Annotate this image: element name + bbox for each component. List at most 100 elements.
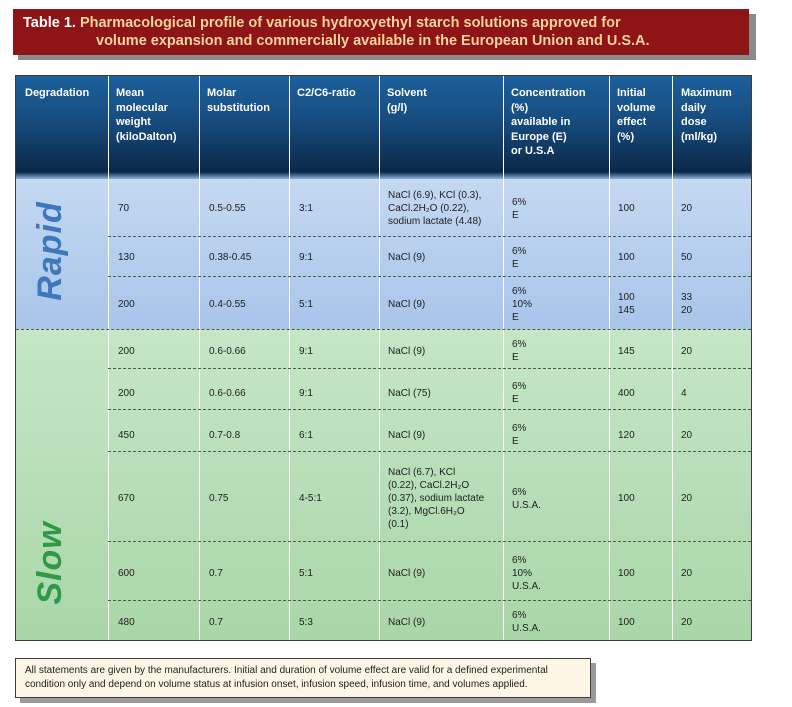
cell-line: 9:1 (299, 252, 313, 263)
table-cell-mw: 130 (118, 251, 196, 264)
cell-line: E (512, 394, 519, 405)
table-cell-conc: 6% E (512, 245, 607, 271)
table-cell-ms: 0.6-0.66 (209, 387, 287, 400)
header-molar-substitution: Molar substitution (207, 86, 270, 115)
cell-line: 400 (618, 387, 635, 399)
table-cell-ratio: 5:1 (299, 567, 377, 580)
table-cell-ratio: 9:1 (299, 251, 377, 264)
table-cell-solvent: NaCl (9) (388, 429, 500, 442)
header-line: Mean (116, 87, 145, 99)
row-separator (108, 409, 751, 410)
header-degradation-text: Degradation (25, 87, 90, 99)
column-divider (609, 76, 610, 640)
table-cell-mw: 200 (118, 298, 196, 311)
cell-line: (0.1) (388, 519, 409, 530)
table-cell-mw: 200 (118, 345, 196, 358)
table-cell-solvent: NaCl (75) (388, 387, 500, 400)
table-cell-ms: 0.5-0.55 (209, 202, 287, 215)
column-divider (672, 76, 673, 640)
table-cell-initial: 145 (618, 345, 670, 358)
table-cell-solvent: NaCl (9) (388, 298, 500, 311)
table-cell-conc: 6% 10% U.S.A. (512, 554, 607, 593)
column-divider (199, 76, 200, 640)
cell-line: 0.5-0.55 (209, 203, 246, 214)
cell-line: 10% (512, 568, 533, 579)
cell-line: 6:1 (299, 429, 313, 441)
table-cell-dose: 20 (681, 429, 749, 442)
cell-line: E (512, 311, 519, 323)
column-divider (503, 76, 504, 640)
table-cell-conc: 6% U.S.A. (512, 486, 607, 512)
table-cell-mw: 450 (118, 429, 196, 442)
header-line: effect (617, 116, 647, 128)
cell-line: 9:1 (299, 345, 313, 357)
table-cell-solvent: NaCl (9) (388, 251, 500, 264)
cell-line: 450 (118, 429, 135, 441)
cell-line: 20 (681, 616, 693, 628)
cell-line: 20 (681, 493, 693, 504)
footnote: All statements are given by the manufact… (15, 658, 591, 698)
header-line: C2/C6-ratio (297, 87, 356, 99)
cell-line: 0.38-0.45 (209, 252, 252, 263)
cell-line: 5:1 (299, 568, 313, 579)
table-cell-initial: 100 (618, 567, 670, 580)
table-title: Table 1. Pharmacological profile of vari… (13, 9, 749, 55)
table-cell-dose: 4 (681, 387, 749, 400)
row-separator (108, 541, 751, 542)
cell-line: sodium lactate (4.48) (388, 216, 482, 227)
header-line: daily (681, 101, 707, 114)
table-number: Table 1. (23, 15, 76, 31)
cell-line: (0.22), CaCl.2H₂O (388, 480, 470, 491)
cell-line: U.S.A. (512, 581, 541, 592)
cell-line: 6% (512, 486, 527, 498)
table-cell-conc: 6% E (512, 380, 607, 406)
row-separator (108, 236, 751, 237)
table-cell-ratio: 9:1 (299, 345, 377, 358)
header-initial-volume-effect: Initial volume effect (%) (617, 86, 656, 144)
cell-line: 0.6-0.66 (209, 387, 246, 399)
cell-line: E (512, 258, 519, 270)
table-cell-initial: 120 (618, 429, 670, 442)
header-line: Europe (E) (511, 130, 567, 143)
group-label-rapid: Rapid (31, 201, 69, 301)
cell-line: NaCl (9) (388, 616, 426, 628)
table-cell-dose: 20 (681, 202, 749, 215)
header-line: (%) (617, 130, 635, 143)
column-divider (289, 76, 290, 640)
table-cell-conc: 6% E (512, 422, 607, 448)
header-line: Solvent (387, 87, 427, 99)
table-cell-initial: 100 (618, 202, 670, 215)
cell-line: 100 (618, 493, 635, 504)
table-cell-solvent: NaCl (9) (388, 345, 500, 358)
cell-line: 20 (681, 568, 693, 579)
header-line: Maximum (681, 87, 732, 99)
cell-line: 0.4-0.55 (209, 298, 246, 310)
cell-line: NaCl (9) (388, 568, 426, 579)
cell-line: 5:1 (299, 298, 313, 310)
data-table: Degradation Mean molecular weight (kiloD… (15, 75, 752, 641)
cell-line: 33 (681, 292, 693, 303)
cell-line: 6% (512, 610, 527, 621)
cell-line: 10% (512, 298, 533, 310)
table-cell-ms: 0.4-0.55 (209, 298, 287, 311)
title-text-1: Pharmacological profile of various hydro… (79, 15, 621, 31)
table-cell-dose: 20 (681, 616, 749, 629)
cell-line: NaCl (6.9), KCl (0.3), (388, 190, 482, 201)
header-line: Molar (207, 87, 237, 99)
table-cell-dose: 20 (681, 492, 749, 505)
table-cell-mw: 600 (118, 567, 196, 580)
group-label-slow: Slow (31, 521, 69, 605)
header-line: available in (511, 116, 571, 128)
table-cell-ms: 0.38-0.45 (209, 251, 287, 264)
cell-line: 100 (618, 616, 635, 628)
table-cell-ms: 0.7 (209, 567, 287, 580)
cell-line: 6% (512, 245, 527, 257)
header-line: substitution (207, 101, 270, 114)
table-cell-initial: 100 145 (618, 291, 670, 317)
cell-line: 20 (681, 305, 693, 316)
cell-line: 0.6-0.66 (209, 345, 246, 357)
cell-line: 200 (118, 345, 135, 357)
header-line: Initial (617, 87, 646, 99)
table-cell-solvent: NaCl (9) (388, 616, 500, 629)
header-line: (g/l) (387, 101, 408, 114)
